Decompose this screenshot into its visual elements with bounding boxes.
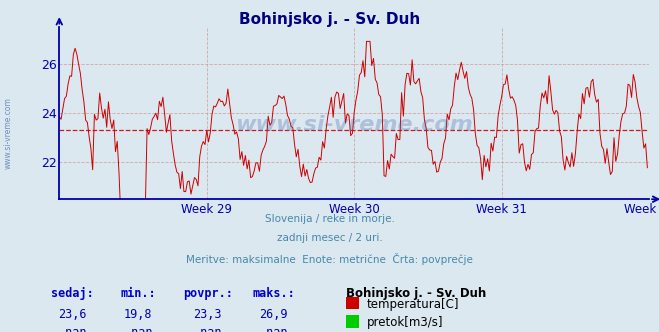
Text: Slovenija / reke in morje.: Slovenija / reke in morje. — [264, 214, 395, 224]
Text: -nan: -nan — [58, 326, 87, 332]
Text: temperatura[C]: temperatura[C] — [367, 298, 459, 311]
Text: -nan: -nan — [193, 326, 222, 332]
Text: Meritve: maksimalne  Enote: metrične  Črta: povprečje: Meritve: maksimalne Enote: metrične Črta… — [186, 253, 473, 265]
Text: 19,8: 19,8 — [124, 308, 153, 321]
Text: pretok[m3/s]: pretok[m3/s] — [367, 316, 444, 329]
Text: 26,9: 26,9 — [259, 308, 288, 321]
Text: -nan: -nan — [259, 326, 288, 332]
Text: povpr.:: povpr.: — [183, 287, 233, 300]
Text: maks.:: maks.: — [252, 287, 295, 300]
Text: sedaj:: sedaj: — [51, 287, 94, 300]
Text: Bohinjsko j. - Sv. Duh: Bohinjsko j. - Sv. Duh — [239, 12, 420, 27]
Text: min.:: min.: — [121, 287, 156, 300]
Text: zadnji mesec / 2 uri.: zadnji mesec / 2 uri. — [277, 233, 382, 243]
Text: 23,6: 23,6 — [58, 308, 87, 321]
Text: Bohinjsko j. - Sv. Duh: Bohinjsko j. - Sv. Duh — [346, 287, 486, 300]
Text: www.si-vreme.com: www.si-vreme.com — [235, 115, 473, 135]
Text: -nan: -nan — [124, 326, 153, 332]
Text: 23,3: 23,3 — [193, 308, 222, 321]
Text: www.si-vreme.com: www.si-vreme.com — [3, 97, 13, 169]
